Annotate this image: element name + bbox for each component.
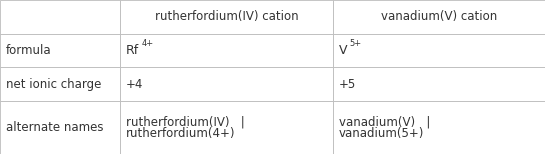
Text: rutherfordium(IV)   |: rutherfordium(IV) |: [126, 115, 245, 128]
Bar: [120, 101, 333, 154]
Bar: [0, 0, 120, 34]
Bar: [333, 0, 545, 34]
Text: 5+: 5+: [349, 39, 361, 48]
Bar: [0, 67, 120, 101]
Bar: [333, 34, 545, 67]
Bar: [0, 101, 120, 154]
Bar: [120, 0, 333, 34]
Bar: [120, 67, 333, 101]
Bar: [120, 34, 333, 67]
Text: formula: formula: [6, 44, 52, 57]
Text: net ionic charge: net ionic charge: [6, 78, 101, 91]
Text: vanadium(V)   |: vanadium(V) |: [339, 115, 431, 128]
Text: rutherfordium(4+): rutherfordium(4+): [126, 127, 235, 140]
Text: vanadium(V) cation: vanadium(V) cation: [381, 10, 497, 23]
Bar: [333, 67, 545, 101]
Text: Rf: Rf: [126, 44, 140, 57]
Text: 4+: 4+: [142, 39, 154, 48]
Text: rutherfordium(IV) cation: rutherfordium(IV) cation: [155, 10, 298, 23]
Text: alternate names: alternate names: [6, 121, 104, 134]
Text: V: V: [339, 44, 348, 57]
Bar: [333, 101, 545, 154]
Text: +5: +5: [339, 78, 356, 91]
Text: vanadium(5+): vanadium(5+): [339, 127, 425, 140]
Bar: [0, 34, 120, 67]
Text: +4: +4: [126, 78, 143, 91]
